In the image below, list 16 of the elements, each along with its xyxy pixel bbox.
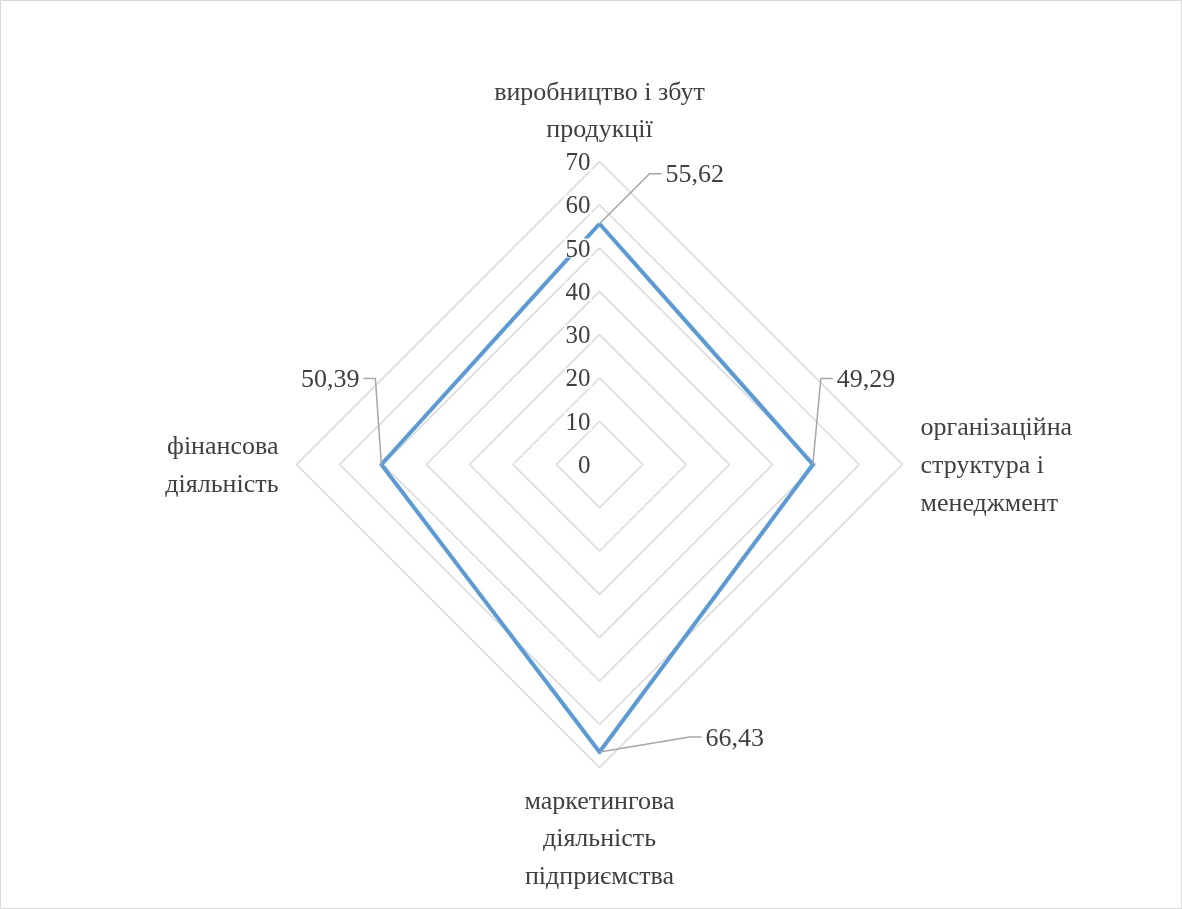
y-tick-label: 10 <box>565 407 591 435</box>
y-tick-label: 0 <box>578 451 591 478</box>
y-tick-label: 70 <box>565 148 591 175</box>
y-tick-label: 60 <box>565 191 591 219</box>
spoke-label: організаційна структура і менеджмент <box>920 412 1073 517</box>
spoke-label: маркетингова діяльність підприємства <box>524 785 675 890</box>
data-label: 50,39 <box>300 364 360 393</box>
spoke-label: фінансова діяльність <box>165 431 279 498</box>
data-label: 66,43 <box>705 722 764 752</box>
data-label: 55,62 <box>665 159 724 189</box>
y-tick-label: 40 <box>565 277 591 305</box>
data-label: 49,29 <box>836 364 896 393</box>
y-tick-label: 20 <box>565 364 591 392</box>
y-tick-label: 30 <box>565 321 591 349</box>
spoke-label: виробництво і збут продукції <box>494 76 705 144</box>
y-tick-label: 50 <box>565 234 591 262</box>
